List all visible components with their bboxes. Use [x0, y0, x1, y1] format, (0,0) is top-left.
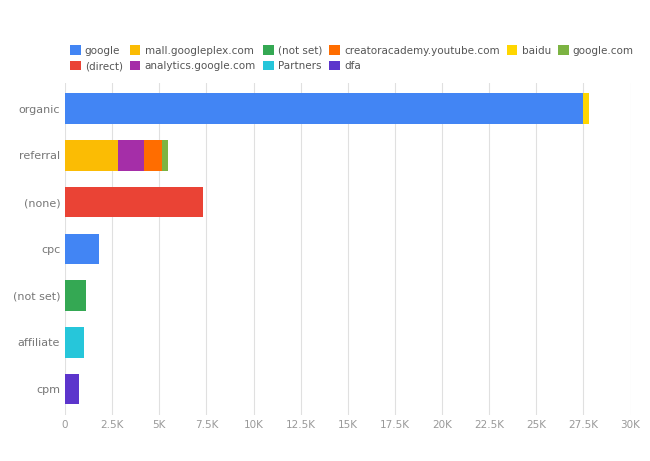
Bar — [65, 187, 203, 218]
Bar — [162, 140, 168, 171]
Bar — [65, 374, 79, 404]
Bar — [65, 280, 86, 311]
Bar — [118, 140, 144, 171]
Bar — [65, 234, 99, 264]
Bar — [144, 140, 162, 171]
Legend: google, (direct), mall.googleplex.com, analytics.google.com, (not set), Partners: google, (direct), mall.googleplex.com, a… — [70, 46, 634, 71]
Bar — [65, 94, 584, 124]
Bar — [65, 327, 84, 358]
Bar — [584, 94, 589, 124]
Bar — [65, 140, 118, 171]
